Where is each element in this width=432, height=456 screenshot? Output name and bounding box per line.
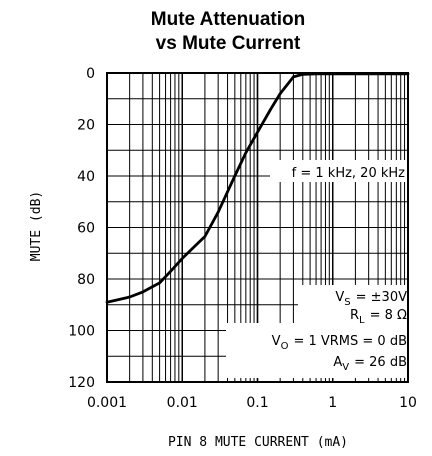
y-tick-label: 20 [77,118,95,134]
chart-title-line-2: vs Mute Current [156,33,301,54]
vs-annotation: VS = ±30V [335,290,407,308]
y-tick-label: 40 [77,169,95,185]
x-tick-label: 0.001 [87,395,127,411]
x-tick-label: 10 [399,395,417,411]
chart-title-line-1: Mute Attenuation [151,9,305,30]
vo-annotation: VO = 1 VRMS = 0 dB [272,334,407,352]
y-tick-label: 100 [68,324,95,340]
plot-frame [106,72,409,383]
x-axis-label: PIN 8 MUTE CURRENT (mA) [168,435,348,450]
y-tick-label: 0 [86,66,95,82]
x-tick-label: 0.1 [246,395,268,411]
x-tick-label: 1 [328,395,337,411]
freq-annotation-box [270,160,408,182]
x-tick-label: 0.01 [167,395,198,411]
y-tick-label: 120 [68,375,95,391]
av-annotation: AV = 26 dB [333,355,407,373]
y-tick-label: 80 [77,272,95,288]
conditions-box-top [298,285,408,323]
y-axis-label: MUTE (dB) [29,191,44,261]
x-tick-labels: 0.001 0.01 0.1 1 10 [87,395,417,411]
y-tick-label: 60 [77,221,95,237]
rl-annotation: RL = 8 Ω [350,308,407,326]
y-tick-labels: 0 20 40 60 80 100 120 [68,66,95,391]
freq-annotation: f = 1 kHz, 20 kHz [292,166,406,181]
conditions-box-bottom [226,323,408,378]
